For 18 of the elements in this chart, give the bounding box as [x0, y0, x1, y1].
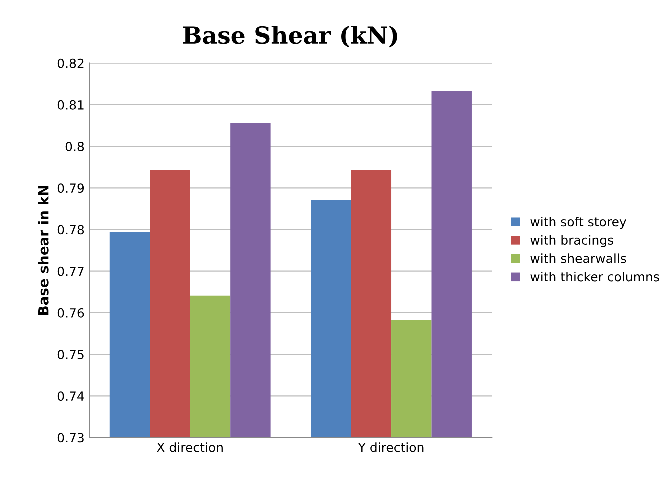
- y-tick-label: 0.76: [58, 308, 84, 318]
- y-tick-label: 0.79: [58, 184, 84, 194]
- y-axis-title: Base shear in kN: [38, 186, 49, 316]
- y-tick-label: 0.78: [58, 225, 84, 235]
- y-tick-label: 0.75: [58, 350, 84, 360]
- x-tick-label: X direction: [157, 442, 223, 452]
- y-tick-label: 0.8: [66, 142, 84, 152]
- chart-title: Base Shear (kN): [183, 26, 398, 48]
- legend-label: with bracings: [530, 235, 614, 248]
- x-tick-label: Y direction: [358, 442, 424, 452]
- legend-label: with shearwalls: [530, 254, 626, 264]
- legend-label: with thicker columns: [530, 272, 660, 282]
- y-tick-label: 0.82: [58, 58, 84, 68]
- y-tick-label: 0.74: [58, 392, 84, 402]
- y-tick-label: 0.77: [58, 266, 84, 276]
- y-tick-label: 0.73: [58, 433, 84, 443]
- legend-label: with soft storey: [530, 216, 626, 230]
- y-tick-label: 0.81: [58, 100, 84, 110]
